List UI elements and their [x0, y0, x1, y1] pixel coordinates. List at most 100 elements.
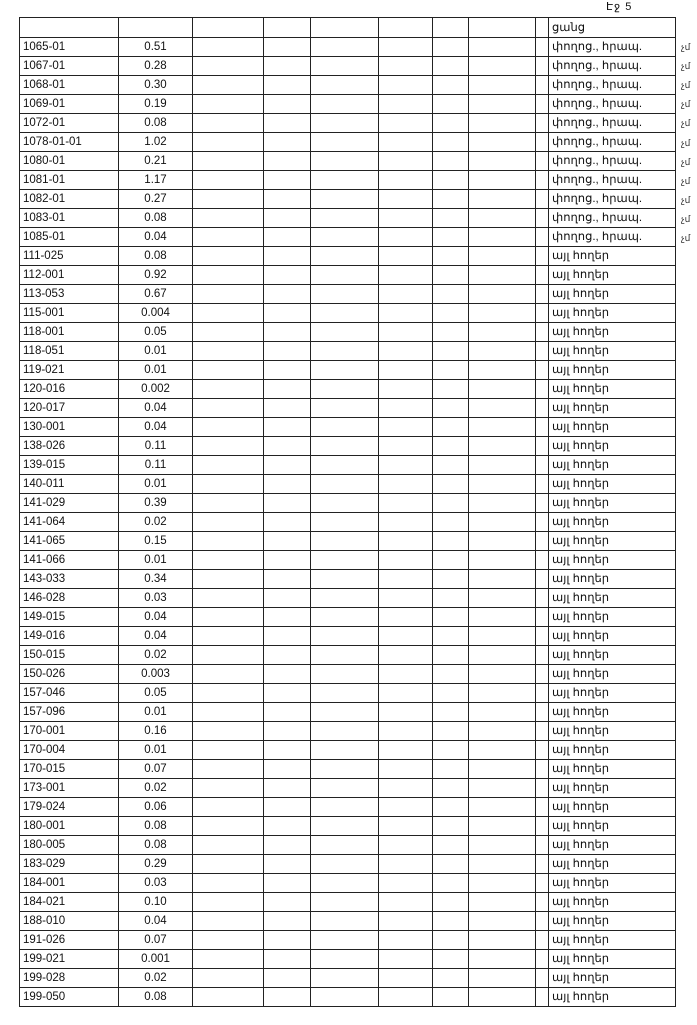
- empty-cell: [263, 873, 311, 893]
- parcel-code: 119-021: [19, 360, 119, 380]
- empty-cell: [310, 284, 379, 304]
- area-value: 0.67: [118, 284, 193, 304]
- empty-cell: [468, 322, 536, 342]
- empty-cell: [535, 569, 549, 589]
- empty-cell: [192, 189, 264, 209]
- parcel-code: 179-024: [19, 797, 119, 817]
- empty-cell: [535, 113, 549, 133]
- empty-cell: [535, 132, 549, 152]
- header-cell: [535, 17, 549, 38]
- margin-note: չմ: [681, 42, 691, 52]
- area-value: 0.04: [118, 607, 193, 627]
- empty-cell: [378, 75, 433, 95]
- header-cell: [192, 17, 264, 38]
- empty-cell: [378, 303, 433, 323]
- empty-cell: [263, 949, 311, 969]
- header-cell: [468, 17, 536, 38]
- land-parcel-table: ցանց 1065-01 0.51 փողոց., հրապ. 1067-01 0.28…: [19, 17, 676, 1007]
- empty-cell: [468, 379, 536, 399]
- parcel-code: 113-053: [19, 284, 119, 304]
- empty-cell: [468, 512, 536, 532]
- land-type: այլ հողեր: [548, 322, 676, 342]
- empty-cell: [192, 417, 264, 437]
- empty-cell: [535, 949, 549, 969]
- empty-cell: [378, 360, 433, 380]
- area-value: 0.04: [118, 227, 193, 247]
- empty-cell: [378, 645, 433, 665]
- empty-cell: [310, 892, 379, 912]
- parcel-code: 141-029: [19, 493, 119, 513]
- table-row: 138-026 0.11 այլ հողեր: [19, 436, 676, 456]
- empty-cell: [378, 227, 433, 247]
- empty-cell: [192, 493, 264, 513]
- parcel-code: 140-011: [19, 474, 119, 494]
- land-type: այլ հողեր: [548, 930, 676, 950]
- empty-cell: [310, 227, 379, 247]
- empty-cell: [378, 246, 433, 266]
- empty-cell: [432, 683, 469, 703]
- empty-cell: [263, 835, 311, 855]
- table-row: 130-001 0.04 այլ հողեր: [19, 417, 676, 437]
- land-type: այլ հողեր: [548, 683, 676, 703]
- table-row: 1083-01 0.08 փողոց., հրապ.: [19, 208, 676, 228]
- parcel-code: 138-026: [19, 436, 119, 456]
- empty-cell: [263, 740, 311, 760]
- empty-cell: [432, 835, 469, 855]
- empty-cell: [432, 246, 469, 266]
- empty-cell: [263, 626, 311, 646]
- land-type: այլ հողեր: [548, 303, 676, 323]
- land-type: այլ հողեր: [548, 379, 676, 399]
- empty-cell: [535, 550, 549, 570]
- empty-cell: [310, 493, 379, 513]
- empty-cell: [263, 702, 311, 722]
- area-value: 0.07: [118, 759, 193, 779]
- empty-cell: [263, 341, 311, 361]
- area-value: 0.05: [118, 322, 193, 342]
- empty-cell: [192, 968, 264, 988]
- empty-cell: [432, 436, 469, 456]
- parcel-code: 184-021: [19, 892, 119, 912]
- empty-cell: [535, 645, 549, 665]
- empty-cell: [432, 911, 469, 931]
- empty-cell: [378, 436, 433, 456]
- empty-cell: [192, 816, 264, 836]
- land-type: այլ հողեր: [548, 398, 676, 418]
- empty-cell: [192, 379, 264, 399]
- empty-cell: [192, 37, 264, 57]
- parcel-code: 111-025: [19, 246, 119, 266]
- empty-cell: [432, 740, 469, 760]
- parcel-code: 1082-01: [19, 189, 119, 209]
- empty-cell: [263, 94, 311, 114]
- area-value: 0.03: [118, 588, 193, 608]
- area-value: 0.01: [118, 550, 193, 570]
- empty-cell: [535, 816, 549, 836]
- land-type: փողոց., հրապ.: [548, 75, 676, 95]
- empty-cell: [192, 740, 264, 760]
- parcel-code: 184-001: [19, 873, 119, 893]
- empty-cell: [263, 892, 311, 912]
- empty-cell: [468, 759, 536, 779]
- table-row: 1069-01 0.19 փողոց., հրապ.: [19, 94, 676, 114]
- empty-cell: [378, 930, 433, 950]
- empty-cell: [468, 607, 536, 627]
- empty-cell: [310, 607, 379, 627]
- empty-cell: [535, 911, 549, 931]
- empty-cell: [468, 398, 536, 418]
- empty-cell: [535, 968, 549, 988]
- empty-cell: [192, 56, 264, 76]
- empty-cell: [192, 854, 264, 874]
- land-type: այլ հողեր: [548, 892, 676, 912]
- parcel-code: 120-017: [19, 398, 119, 418]
- land-type: այլ հողեր: [548, 246, 676, 266]
- empty-cell: [468, 550, 536, 570]
- empty-cell: [192, 113, 264, 133]
- empty-cell: [263, 778, 311, 798]
- empty-cell: [263, 797, 311, 817]
- empty-cell: [263, 75, 311, 95]
- land-type: այլ հողեր: [548, 873, 676, 893]
- empty-cell: [192, 322, 264, 342]
- area-value: 0.08: [118, 816, 193, 836]
- land-type: փողոց., հրապ.: [548, 37, 676, 57]
- parcel-code: 150-026: [19, 664, 119, 684]
- empty-cell: [192, 94, 264, 114]
